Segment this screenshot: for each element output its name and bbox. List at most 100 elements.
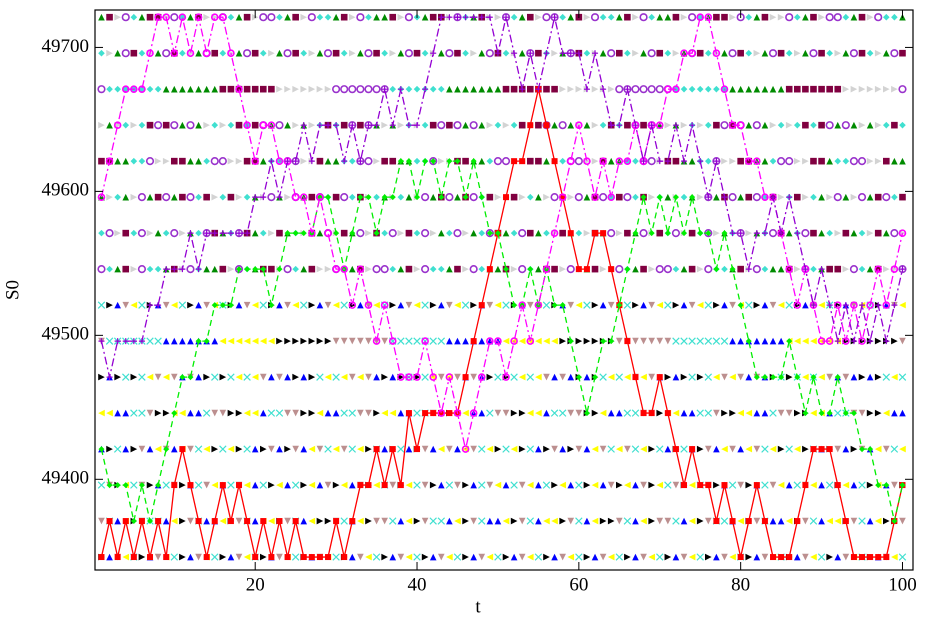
state-marker (421, 517, 429, 525)
state-marker (276, 49, 283, 57)
state-marker (647, 157, 656, 166)
state-marker (793, 445, 801, 453)
state-marker (785, 373, 793, 381)
state-marker (486, 373, 494, 381)
state-marker (381, 553, 388, 561)
state-marker (575, 337, 583, 345)
point-marker (535, 86, 542, 93)
state-marker (486, 445, 494, 453)
state-marker (729, 409, 736, 417)
point-marker (430, 50, 437, 57)
state-marker (575, 553, 583, 561)
state-marker (664, 481, 672, 489)
state-marker (849, 265, 859, 274)
state-marker (696, 373, 704, 381)
state-marker (866, 157, 874, 165)
state-marker (114, 229, 121, 237)
state-marker (356, 229, 365, 238)
state-marker (162, 409, 170, 417)
state-marker (235, 337, 243, 345)
state-marker (834, 121, 842, 129)
state-marker (453, 553, 462, 561)
state-marker (810, 13, 817, 21)
point-marker (397, 86, 404, 93)
state-marker (211, 265, 219, 273)
state-marker (518, 265, 527, 274)
state-marker (494, 193, 502, 201)
state-marker (785, 13, 794, 22)
state-marker (729, 13, 736, 21)
state-marker (494, 373, 502, 381)
point-marker (842, 518, 849, 525)
state-marker (470, 301, 477, 309)
state-marker (656, 49, 664, 57)
state-marker (826, 229, 833, 237)
state-marker (308, 445, 316, 453)
state-marker (162, 193, 171, 202)
state-marker (623, 409, 632, 417)
point-marker (470, 158, 477, 165)
state-marker (357, 301, 364, 309)
state-marker (510, 121, 518, 129)
state-marker (850, 229, 858, 237)
state-marker (357, 49, 364, 57)
state-marker (324, 337, 332, 345)
state-marker (891, 121, 898, 129)
state-marker (656, 481, 664, 489)
point-marker (203, 554, 210, 561)
state-marker (850, 13, 858, 21)
state-marker (130, 157, 138, 165)
state-marker (446, 265, 453, 273)
point-marker (316, 122, 323, 129)
state-marker (389, 553, 397, 561)
state-marker (591, 265, 599, 273)
point-marker (422, 86, 429, 93)
point-marker (236, 482, 243, 489)
point-marker (567, 50, 574, 57)
state-marker (502, 481, 510, 489)
state-marker (138, 157, 146, 165)
state-marker (745, 121, 753, 129)
state-marker (121, 49, 130, 58)
state-marker (122, 373, 130, 381)
state-marker (518, 49, 526, 57)
state-marker (478, 265, 486, 273)
state-marker (535, 265, 542, 273)
state-marker (664, 193, 672, 201)
state-marker (421, 13, 429, 21)
point-marker (170, 49, 179, 57)
state-marker (324, 265, 332, 273)
state-marker (802, 373, 809, 381)
state-marker (664, 49, 672, 57)
point-marker (365, 122, 372, 129)
state-marker (575, 409, 583, 417)
state-marker (825, 13, 834, 22)
state-marker (510, 265, 518, 273)
state-marker (348, 265, 356, 273)
state-marker (243, 553, 251, 561)
state-marker (138, 373, 146, 381)
state-marker (437, 157, 445, 165)
state-marker (624, 445, 631, 453)
state-marker (235, 49, 243, 57)
state-marker (469, 121, 478, 130)
state-marker (680, 265, 688, 273)
y-tick-label: 49400 (42, 468, 90, 489)
state-marker (162, 49, 171, 58)
state-marker (567, 445, 575, 453)
state-marker (357, 121, 364, 129)
state-marker (882, 229, 890, 237)
state-marker (777, 445, 785, 453)
state-marker (632, 193, 639, 201)
state-marker (186, 193, 195, 202)
state-marker (259, 229, 267, 237)
state-marker (365, 229, 372, 237)
state-marker (389, 301, 397, 309)
state-marker (478, 121, 486, 129)
state-marker (647, 49, 656, 58)
point-marker (753, 374, 760, 381)
point-marker (761, 518, 768, 525)
state-marker (470, 229, 477, 237)
state-marker (543, 229, 550, 237)
state-marker (170, 337, 178, 345)
